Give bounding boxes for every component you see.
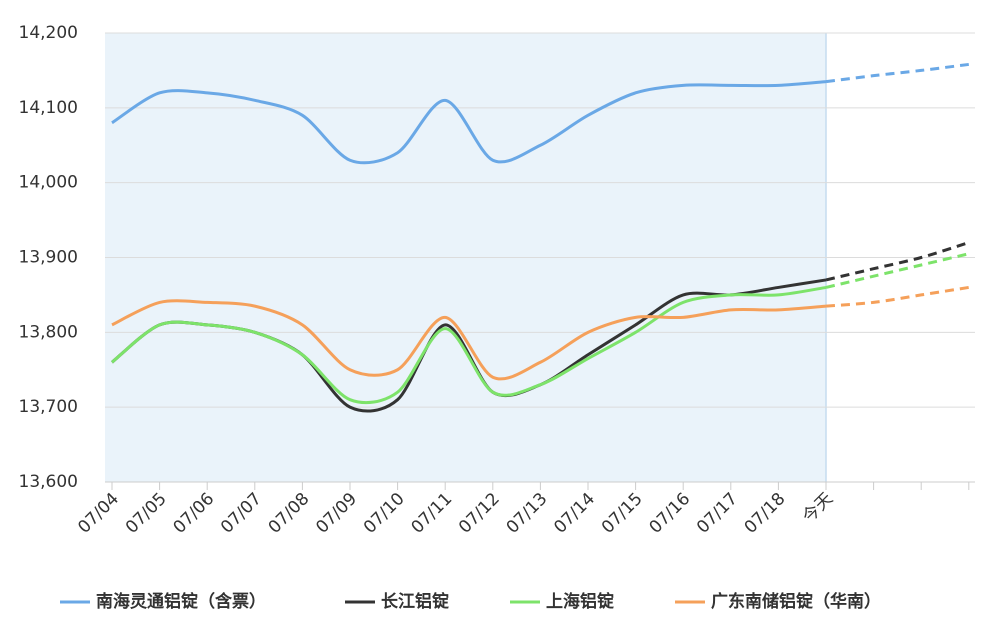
legend-label: 长江铝锭 (381, 591, 449, 612)
x-tick-label: 07/14 (550, 489, 599, 538)
x-tick-label: 07/08 (265, 489, 314, 538)
x-tick-label: 07/13 (503, 489, 552, 538)
x-tick-label: 07/05 (122, 489, 171, 538)
x-tick-label: 07/10 (360, 489, 409, 538)
legend-label: 南海灵通铝锭（含票） (96, 591, 266, 612)
legend-item: 广东南储铝锭（华南） (675, 591, 881, 612)
legend-item: 南海灵通铝锭（含票） (60, 591, 266, 612)
x-tick-label: 07/11 (407, 489, 456, 538)
legend-label: 广东南储铝锭（华南） (711, 591, 881, 612)
x-tick-label: 07/17 (693, 489, 742, 538)
y-tick-label: 13,700 (19, 397, 78, 417)
x-tick-label: 07/07 (217, 489, 266, 538)
series-line (111, 285, 827, 405)
forecast-line (825, 285, 970, 308)
x-tick-label: 07/04 (74, 489, 123, 538)
x-tick-label: 07/06 (169, 489, 218, 538)
series-line (111, 299, 827, 381)
forecast-line (825, 62, 969, 84)
forecast-line (825, 241, 970, 282)
y-tick-label: 14,100 (19, 98, 78, 118)
x-tick-label: 07/09 (312, 489, 361, 538)
x-tick-label: 今天 (799, 489, 837, 527)
x-tick-label: 07/15 (598, 489, 647, 538)
x-tick-label: 07/18 (741, 489, 790, 538)
y-tick-label: 14,200 (19, 23, 78, 43)
x-tick-label: 07/12 (455, 489, 504, 538)
y-tick-label: 13,900 (19, 248, 78, 268)
series-line (111, 80, 827, 165)
y-tick-label: 13,800 (19, 322, 78, 342)
legend-item: 长江铝锭 (345, 591, 449, 612)
x-tick-label: 07/16 (645, 489, 694, 538)
forecast-line (825, 252, 970, 289)
legend-label: 上海铝锭 (546, 591, 614, 612)
legend-item: 上海铝锭 (510, 591, 614, 612)
y-tick-label: 14,000 (19, 173, 78, 193)
y-tick-label: 13,600 (19, 472, 78, 492)
